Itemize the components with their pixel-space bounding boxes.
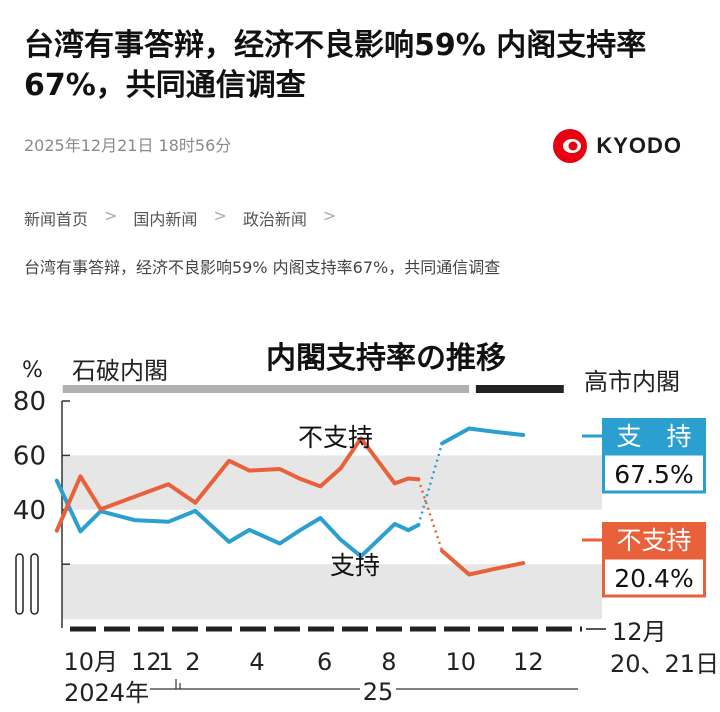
article-title: 台湾有事答辩，经济不良影响59% 内阁支持率67%，共同通信调查 [24,28,647,103]
cabinet-bar [475,385,564,393]
series-transition-support [417,443,444,526]
series-transition-nonsupport [417,478,444,552]
end-label-support: 支 持 [616,422,691,451]
y-tick-label: 80 [13,387,46,417]
x-end-label-days: 20、21日 [610,650,719,678]
year-label-2024: 2024年 [64,679,149,707]
x-end-label-month: 12月 [612,618,667,646]
x-tick-label: 12 [513,648,544,676]
axis-break-mark [30,553,39,615]
breadcrumb-home[interactable]: 新闻首页 [24,210,89,229]
breadcrumb-domestic[interactable]: 国内新闻 [133,210,198,229]
end-label-nonsupport: 不支持 [616,526,691,555]
year-label-2025-backdrop [360,676,396,702]
axis-break-mark [15,553,24,615]
kyodo-logo[interactable]: KYODO [552,128,682,164]
y-axis-unit: % [22,358,43,383]
series-line-nonsupport-takaichi [440,548,526,577]
approval-chart: 80 60 40% 内閣支持率の推移 石破内閣 高市内閣不支持支持 支 持 67.5% 不支持 2… [0,330,720,712]
publish-timestamp: 2025年12月21日 18时56分 [24,136,232,155]
chart-title: 内閣支持率の推移 [266,341,506,376]
x-tick-label: 4 [249,648,264,676]
band-40-60 [62,455,602,510]
end-value-box-nonsupport [602,556,706,598]
end-value-support: 67.5% [614,460,693,489]
x-tick-label: 6 [317,648,332,676]
breadcrumb-separator: > [322,206,337,225]
band-below-20 [62,564,602,620]
series-line-support [54,478,421,559]
cabinet-bar [62,385,470,393]
inline-label-nonsupport: 不支持 [298,423,373,452]
end-value-box-support [602,452,706,494]
series-line-nonsupport [54,436,421,533]
breadcrumb-politics[interactable]: 政治新闻 [242,210,307,229]
cabinet-label-ishiba: 石破内閣 [72,357,168,385]
kyodo-wordmark: KYODO [596,133,682,158]
x-tick-label: 10月 [64,648,119,676]
breadcrumb-separator: > [104,206,118,225]
end-value-nonsupport: 20.4% [614,564,693,593]
x-tick-label: 1 [158,648,173,676]
end-label-box-nonsupport [602,522,706,558]
x-tick-label: 2 [185,648,200,676]
cabinet-label-takaichi: 高市内閣 [584,368,680,396]
article-subtitle: 台湾有事答辩，经济不良影响59% 内阁支持率67%，共同通信调查 [24,258,501,277]
y-tick-label: 60 [13,441,46,471]
inline-label-support: 支持 [330,551,380,580]
y-tick-label: 40 [13,496,46,526]
x-tick-label: 8 [381,648,396,676]
x-tick-label: 12 [131,648,162,676]
x-tick-label: 10 [446,648,477,676]
breadcrumb: 新闻首页 > 国内新闻 > 政治新闻 > [24,206,352,230]
breadcrumb-separator: > [213,206,227,225]
article-meta: 2025年12月21日 18时56分 KYODO [24,128,696,168]
year-label-2025: 25 [363,678,394,706]
year-bracket-line [150,679,578,690]
end-label-box-support [602,418,706,454]
kyodo-mark-icon [553,129,588,163]
series-line-support-takaichi [440,426,526,446]
